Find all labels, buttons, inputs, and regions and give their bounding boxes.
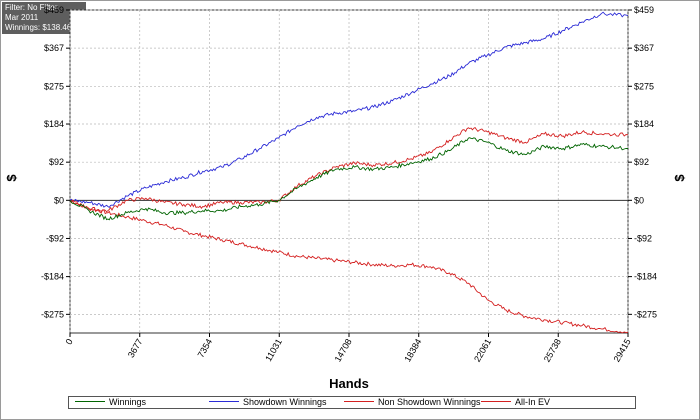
y-axis-left: $459 $367 $275 $184 $92 $0 -$92 -$184 -$275	[41, 5, 70, 319]
legend-label-allin-ev: All-In EV	[515, 397, 551, 407]
y-tick-label-left: -$184	[41, 272, 64, 282]
y-axis-label-right: $	[672, 174, 687, 182]
series-line-showdown-winnings	[69, 11, 629, 209]
y-tick-label-right: -$92	[634, 233, 652, 243]
y-tick-label-left: -$92	[46, 233, 64, 243]
period-label: Mar 2011	[5, 13, 39, 22]
legend-swatch-allin-ev	[481, 401, 511, 403]
y-tick-label-right: $459	[634, 5, 654, 15]
legend-swatch-winnings	[75, 401, 105, 403]
x-axis: 0 3677 7354 11031 14708 18384 22061 25738 29415	[64, 333, 633, 364]
x-tick-label: 14708	[333, 337, 354, 364]
legend-label-winnings: Winnings	[109, 397, 147, 407]
x-tick-label: 3677	[126, 337, 145, 359]
y-tick-label-left: -$275	[41, 309, 64, 319]
y-tick-label-right: $275	[634, 81, 654, 91]
y-tick-label-left: $184	[44, 119, 64, 129]
y-axis-label-left: $	[4, 174, 19, 182]
legend-label-showdown: Showdown Winnings	[243, 397, 327, 407]
series-line-all-in-ev	[69, 199, 629, 334]
y-tick-label-right: -$275	[634, 309, 657, 319]
y-tick-label-left: $275	[44, 81, 64, 91]
series-line-non-showdown-winnings	[69, 127, 629, 213]
legend: Winnings Showdown Winnings Non Showdown …	[68, 396, 636, 409]
series-group	[69, 11, 629, 334]
x-tick-label: 18384	[402, 337, 423, 364]
y-tick-label-right: $92	[634, 157, 649, 167]
legend-item-winnings: Winnings	[75, 397, 146, 408]
y-tick-label-left: $0	[54, 195, 64, 205]
x-tick-label: 11031	[263, 337, 284, 363]
y-tick-label-left: $92	[49, 157, 64, 167]
y-tick-label-right: -$184	[634, 272, 657, 282]
x-tick-label: 7354	[196, 337, 215, 359]
x-tick-label: 29415	[612, 337, 633, 364]
y-tick-label-right: $367	[634, 43, 654, 53]
legend-label-non-showdown: Non Showdown Winnings	[378, 397, 481, 407]
winnings-label: Winnings: $138.46	[5, 23, 72, 32]
legend-item-allin-ev: All-In EV	[481, 397, 550, 408]
y-tick-label-left: $459	[44, 5, 64, 15]
y-axis-right: $459 $367 $275 $184 $92 $0 -$92 -$184 -$275	[628, 5, 657, 319]
legend-swatch-non-showdown	[344, 401, 374, 403]
legend-item-showdown: Showdown Winnings	[209, 397, 327, 408]
x-tick-label: 25738	[542, 337, 563, 364]
x-tick-label: 0	[64, 337, 75, 346]
series-line-winnings	[69, 137, 628, 221]
filter-label: Filter: No Filter	[5, 3, 58, 12]
y-tick-label-right: $184	[634, 119, 654, 129]
x-axis-label: Hands	[329, 376, 369, 391]
legend-item-non-showdown: Non Showdown Winnings	[344, 397, 481, 408]
x-tick-label: 22061	[472, 337, 493, 364]
y-tick-label-right: $0	[634, 195, 644, 205]
legend-swatch-showdown	[209, 401, 239, 403]
y-tick-label-left: $367	[44, 43, 64, 53]
